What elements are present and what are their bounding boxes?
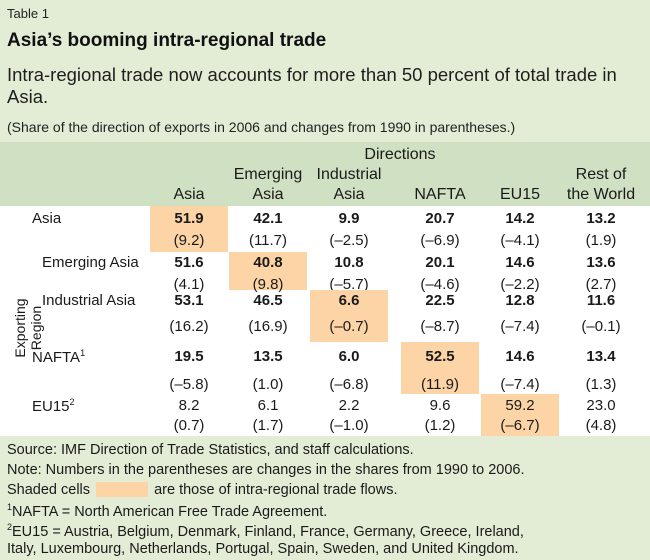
- column-header-line2: the World: [566, 186, 636, 203]
- footer-shaded: Shaded cells are those of intra-regional…: [7, 482, 398, 498]
- share-value: 6.1: [257, 397, 279, 414]
- share-value: 14.6: [505, 348, 535, 365]
- share-value: 52.5: [425, 348, 455, 365]
- change-value: (–7.4): [500, 318, 540, 335]
- share-value: 14.2: [505, 210, 535, 227]
- share-value: 20.7: [425, 210, 455, 227]
- change-value: (1.0): [252, 376, 284, 393]
- intra-regional-shade: [401, 342, 479, 394]
- share-value: 13.4: [586, 348, 616, 365]
- share-value: 51.9: [174, 210, 204, 227]
- column-header-line2: NAFTA: [414, 186, 466, 203]
- intra-regional-shade: [229, 252, 307, 290]
- footer-area: [0, 436, 650, 560]
- share-value: 23.0: [586, 397, 616, 414]
- shade-swatch: [96, 482, 149, 497]
- share-value: 8.2: [178, 397, 200, 414]
- change-value: (–1.0): [329, 417, 369, 434]
- page-title: Asia’s booming intra-regional trade: [7, 30, 327, 51]
- change-value: (–7.4): [500, 376, 540, 393]
- column-header-line1: Industrial: [316, 166, 382, 183]
- column-header-line1: Rest of: [575, 166, 627, 183]
- change-value: (1.3): [585, 376, 617, 393]
- change-value: (0.7): [173, 417, 205, 434]
- change-value: (–0.7): [329, 318, 369, 335]
- directions-header: Directions: [364, 146, 436, 163]
- intra-regional-shade: [481, 394, 559, 436]
- row-label: Asia: [32, 210, 62, 227]
- share-value: 6.0: [338, 348, 360, 365]
- row-label: NAFTA1: [32, 348, 86, 366]
- footnote-2: 2EU15 = Austria, Belgium, Denmark, Finla…: [7, 522, 524, 540]
- change-value: (9.8): [252, 276, 284, 293]
- change-value: (–6.7): [500, 417, 540, 434]
- share-value: 46.5: [253, 292, 283, 309]
- share-value: 20.1: [425, 254, 455, 271]
- change-value: (–5.7): [329, 276, 369, 293]
- share-value: 11.6: [586, 292, 616, 309]
- footnote-2-cont: Italy, Luxembourg, Netherlands, Portugal…: [7, 541, 519, 557]
- subtitle: Intra-regional trade now accounts for mo…: [7, 64, 617, 107]
- share-value: 42.1: [253, 210, 283, 227]
- change-value: (–4.6): [420, 276, 460, 293]
- intra-regional-shade: [310, 290, 388, 342]
- change-value: (16.2): [169, 318, 209, 335]
- change-value: (11.7): [248, 232, 288, 249]
- share-value: 40.8: [253, 254, 283, 271]
- change-value: (11.9): [420, 376, 460, 393]
- column-header-line2: EU15: [499, 186, 541, 203]
- change-value: (16.9): [248, 318, 288, 335]
- share-value: 10.8: [334, 254, 364, 271]
- share-value: 9.9: [338, 210, 360, 227]
- column-header-line2: Asia: [333, 186, 365, 203]
- change-value: (9.2): [173, 232, 205, 249]
- change-value: (–2.2): [500, 276, 540, 293]
- intra-regional-shade: [150, 206, 228, 252]
- footer-note: Note: Numbers in the parentheses are cha…: [7, 462, 525, 478]
- share-value: 19.5: [174, 348, 204, 365]
- change-value: (–0.1): [581, 318, 621, 335]
- share-value: 53.1: [174, 292, 204, 309]
- table-label: Table 1: [7, 6, 49, 21]
- table-note: (Share of the direction of exports in 20…: [7, 119, 516, 135]
- change-value: (–2.5): [329, 232, 369, 249]
- footnote-1: 1NAFTA = North American Free Trade Agree…: [7, 502, 328, 520]
- share-value: 51.6: [174, 254, 204, 271]
- column-header-line2: Asia: [173, 186, 205, 203]
- column-header-line1: Emerging: [233, 166, 303, 183]
- shaded-text-a: Shaded cells: [7, 482, 91, 498]
- share-value: 22.5: [425, 292, 455, 309]
- share-value: 13.6: [586, 254, 616, 271]
- title-area: Table 1 Asia’s booming intra-regional tr…: [0, 0, 650, 142]
- change-value: (–6.8): [329, 376, 369, 393]
- share-value: 13.5: [253, 348, 283, 365]
- share-value: 13.2: [586, 210, 616, 227]
- change-value: (–5.8): [169, 376, 209, 393]
- change-value: (1.2): [424, 417, 456, 434]
- share-value: 14.6: [505, 254, 535, 271]
- change-value: (1.7): [252, 417, 284, 434]
- column-header-band: [0, 142, 650, 206]
- change-value: (–6.9): [420, 232, 460, 249]
- change-value: (–4.1): [500, 232, 540, 249]
- change-value: (4.1): [173, 276, 205, 293]
- change-value: (4.8): [585, 417, 617, 434]
- share-value: 12.8: [505, 292, 535, 309]
- share-value: 59.2: [505, 397, 535, 414]
- change-value: (1.9): [585, 232, 617, 249]
- column-header-line2: Asia: [252, 186, 284, 203]
- footer-source: Source: IMF Direction of Trade Statistic…: [7, 442, 414, 458]
- row-label: EU152: [32, 397, 75, 415]
- shaded-text-b: are those of intra-regional trade flows.: [154, 482, 398, 498]
- row-label: Industrial Asia: [42, 292, 136, 309]
- share-value: 6.6: [338, 292, 360, 309]
- share-value: 9.6: [429, 397, 451, 414]
- share-value: 2.2: [338, 397, 360, 414]
- change-value: (–8.7): [420, 318, 460, 335]
- row-label: Emerging Asia: [42, 254, 139, 271]
- change-value: (2.7): [585, 276, 617, 293]
